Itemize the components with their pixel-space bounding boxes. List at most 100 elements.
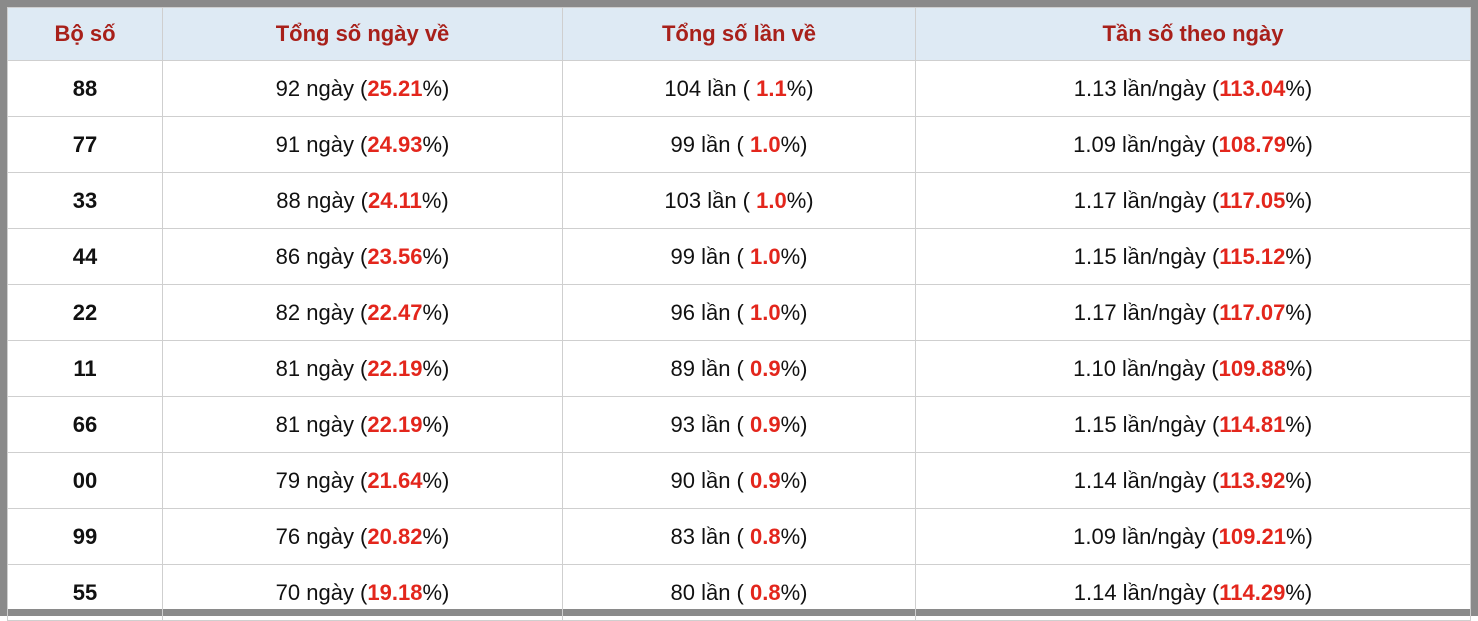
number-cell: 44 (7, 228, 163, 285)
cell-text: %) (780, 523, 808, 549)
cell-text: %) (780, 579, 808, 605)
highlight-value: 114.81 (1219, 411, 1286, 437)
highlight-value: 115.12 (1219, 243, 1286, 269)
highlight-value: 22.19 (367, 355, 423, 381)
cell-text: %) (780, 411, 808, 437)
cell-text: 76 ngày ( (275, 523, 368, 549)
cell-text: 1.15 lần/ngày ( (1073, 243, 1220, 269)
cell-text: %) (422, 243, 450, 269)
highlight-value: 109.21 (1218, 523, 1286, 549)
cell-text: %) (422, 131, 450, 157)
stat-cell: 80 lần ( 0.8%) (562, 564, 916, 621)
cell-text: 1.17 lần/ngày ( (1073, 187, 1220, 213)
stats-table: Bộ số Tổng số ngày về Tổng số lần về Tần số… (7, 7, 1471, 621)
highlight-value: 22.19 (367, 411, 423, 437)
stat-cell: 1.09 lần/ngày (109.21%) (915, 508, 1471, 565)
cell-text: %) (780, 467, 808, 493)
cell-text: 1.17 lần/ngày ( (1073, 299, 1220, 325)
stat-cell: 79 ngày (21.64%) (162, 452, 563, 509)
number-cell: 66 (7, 396, 163, 453)
highlight-value: 1.1 (756, 75, 787, 101)
stat-cell: 82 ngày (22.47%) (162, 284, 563, 341)
highlight-value: 0.8 (750, 579, 781, 605)
column-header: Bộ số (7, 7, 163, 61)
cell-text: 89 lần ( (670, 355, 750, 381)
stat-cell: 99 lần ( 1.0%) (562, 228, 916, 285)
highlight-value: 21.64 (367, 467, 423, 493)
cell-text: 96 lần ( (670, 299, 750, 325)
cell-text: 1.15 lần/ngày ( (1073, 411, 1220, 437)
cell-text: 1.10 lần/ngày ( (1073, 355, 1219, 381)
stat-cell: 92 ngày (25.21%) (162, 60, 563, 117)
table-row: 99 76 ngày (20.82%) 83 lần ( 0.8%) 1.09 lần… (7, 508, 1471, 565)
stat-cell: 86 ngày (23.56%) (162, 228, 563, 285)
cell-text: 91 ngày ( (275, 131, 368, 157)
stat-cell: 1.13 lần/ngày (113.04%) (915, 60, 1471, 117)
table-row: 33 88 ngày (24.11%) 103 lần ( 1.0%) 1.17 lầ… (7, 172, 1471, 229)
cell-text: %) (422, 579, 450, 605)
highlight-value: 109.88 (1218, 355, 1286, 381)
cell-text: 1.09 lần/ngày ( (1073, 131, 1219, 157)
column-header: Tần số theo ngày (915, 7, 1471, 61)
cell-text: 79 ngày ( (275, 467, 368, 493)
cell-text: 1.13 lần/ngày ( (1073, 75, 1220, 101)
cell-text: %) (1285, 299, 1313, 325)
cell-text: %) (422, 355, 450, 381)
cell-text: 93 lần ( (670, 411, 750, 437)
stat-cell: 88 ngày (24.11%) (162, 172, 563, 229)
cell-text: 99 lần ( (670, 131, 750, 157)
header-row: Bộ số Tổng số ngày về Tổng số lần về Tần số… (7, 7, 1471, 61)
number-cell: 00 (7, 452, 163, 509)
highlight-value: 1.0 (750, 243, 781, 269)
stat-cell: 70 ngày (19.18%) (162, 564, 563, 621)
stat-cell: 91 ngày (24.93%) (162, 116, 563, 173)
cell-text: %) (1285, 187, 1313, 213)
stat-cell: 83 lần ( 0.8%) (562, 508, 916, 565)
highlight-value: 0.9 (750, 355, 781, 381)
table-body: 88 92 ngày (25.21%) 104 lần ( 1.1%) 1.13 lầ… (7, 60, 1471, 621)
cell-text: 88 ngày ( (276, 187, 368, 213)
cell-text: %) (780, 299, 808, 325)
stat-cell: 1.17 lần/ngày (117.05%) (915, 172, 1471, 229)
cell-text: %) (786, 187, 814, 213)
number-cell: 11 (7, 340, 163, 397)
column-header: Tổng số ngày về (162, 7, 563, 61)
stat-cell: 1.15 lần/ngày (115.12%) (915, 228, 1471, 285)
table-row: 55 70 ngày (19.18%) 80 lần ( 0.8%) 1.14 lần… (7, 564, 1471, 621)
stat-cell: 81 ngày (22.19%) (162, 396, 563, 453)
cell-text: 82 ngày ( (275, 299, 368, 325)
highlight-value: 1.0 (750, 131, 781, 157)
highlight-value: 23.56 (367, 243, 423, 269)
cell-text: %) (422, 299, 450, 325)
cell-text: %) (780, 131, 808, 157)
cell-text: 99 lần ( (670, 243, 750, 269)
cell-text: %) (780, 355, 808, 381)
stat-cell: 89 lần ( 0.9%) (562, 340, 916, 397)
cell-text: 81 ngày ( (275, 355, 368, 381)
cell-text: 103 lần ( (664, 187, 757, 213)
column-header: Tổng số lần về (562, 7, 916, 61)
table-row: 88 92 ngày (25.21%) 104 lần ( 1.1%) 1.13 lầ… (7, 60, 1471, 117)
stat-cell: 1.15 lần/ngày (114.81%) (915, 396, 1471, 453)
cell-text: %) (1285, 355, 1313, 381)
table-row: 44 86 ngày (23.56%) 99 lần ( 1.0%) 1.15 lần… (7, 228, 1471, 285)
stat-cell: 1.09 lần/ngày (108.79%) (915, 116, 1471, 173)
table-row: 22 82 ngày (22.47%) 96 lần ( 1.0%) 1.17 lần… (7, 284, 1471, 341)
cell-text: %) (421, 187, 449, 213)
cell-text: 83 lần ( (670, 523, 750, 549)
stat-cell: 81 ngày (22.19%) (162, 340, 563, 397)
number-cell: 22 (7, 284, 163, 341)
cell-text: %) (1285, 523, 1313, 549)
table-row: 11 81 ngày (22.19%) 89 lần ( 0.9%) 1.10 lần… (7, 340, 1471, 397)
stat-cell: 76 ngày (20.82%) (162, 508, 563, 565)
cell-text: %) (422, 75, 450, 101)
stat-cell: 1.14 lần/ngày (114.29%) (915, 564, 1471, 621)
cell-text: %) (786, 75, 814, 101)
cell-text: %) (1285, 467, 1313, 493)
highlight-value: 0.9 (750, 467, 781, 493)
highlight-value: 117.07 (1219, 299, 1286, 325)
cell-text: %) (1285, 131, 1313, 157)
cell-text: %) (1285, 579, 1313, 605)
stat-cell: 103 lần ( 1.0%) (562, 172, 916, 229)
highlight-value: 0.8 (750, 523, 781, 549)
